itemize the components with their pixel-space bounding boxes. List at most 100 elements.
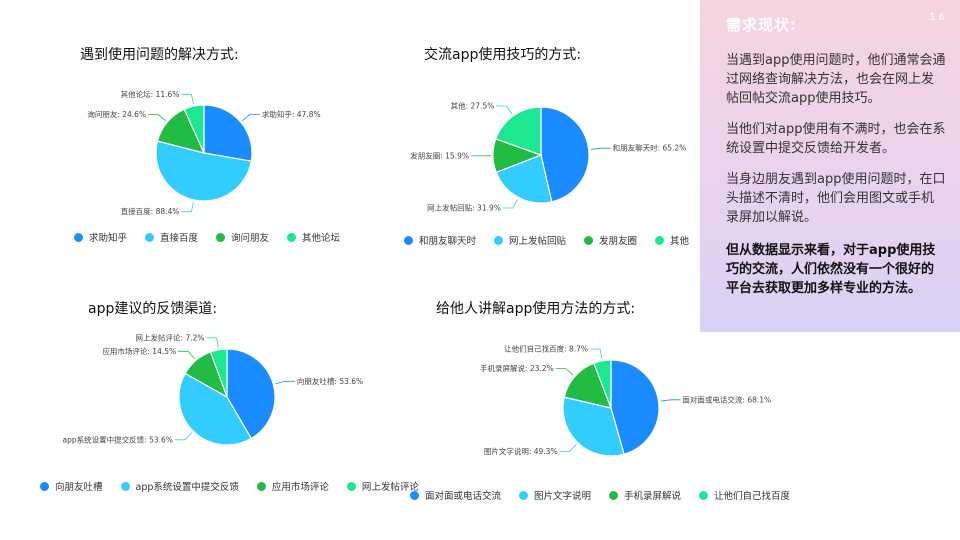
pie-data-label-2-2: 网上发帖回贴: 31.9% [427, 203, 501, 213]
legend-label: 手机录屏解说 [624, 491, 682, 502]
pie-data-label-2-1: 和朋友聊天时: 65.2% [613, 143, 687, 153]
legend-label: 图片文字说明 [534, 491, 592, 502]
chart-1-title: 遇到使用问题的解决方式: [80, 47, 239, 63]
legend-swatch [699, 490, 709, 500]
legend-swatch [74, 232, 83, 242]
chart-4-title: 给他人讲解app使用方法的方式: [436, 301, 636, 317]
legend-swatch [216, 232, 226, 242]
pie-data-label-1-3: 询问朋友: 24.6% [87, 109, 146, 119]
legend-swatch [519, 490, 529, 500]
legend-label: 向朋友吐槽 [55, 482, 103, 493]
legend-swatch [609, 490, 619, 500]
panel-conclusion: 但从数据显示来看，对于app使用技巧的交流，人们依然没有一个很好的平台去获取更加… [726, 243, 936, 296]
pie-leader-line-4-3 [555, 368, 574, 376]
pie-data-label-3-4: 网上发帖评论: 7.2% [136, 332, 205, 342]
pie-leader-line-2-1 [590, 147, 611, 150]
pie-data-label-4-1: 面对面或电话交流: 68.1% [682, 394, 771, 404]
pie-slice-4-4 [593, 359, 612, 409]
pie-slice-4-3 [563, 362, 612, 409]
pie-slice-3-2 [178, 372, 253, 446]
panel-title: 需求现状: [726, 16, 797, 34]
legend-item-3-4: 网上发帖评论 [346, 479, 419, 493]
legend-label: 询问朋友 [231, 233, 270, 244]
legend-item-4-2: 图片文字说明 [519, 488, 591, 502]
legend-item-4-3: 手机录屏解说 [609, 488, 681, 502]
legend-label: 面对面或电话交流 [425, 491, 502, 502]
pie-slice-4-2 [562, 396, 625, 457]
chart-3-title: app建议的反馈渠道: [88, 301, 218, 317]
pie-leader-line-1-3 [148, 114, 166, 122]
panel-paragraph-2: 当他们对app使用有不满时，也会在系统设置中提交反馈给开发者。 [726, 122, 946, 156]
legend-swatch [494, 235, 504, 245]
legend-item-1-4: 其他论坛 [287, 230, 340, 244]
legend-swatch [120, 481, 130, 491]
chart-2-title: 交流app使用技巧的方式: [424, 47, 582, 63]
legend-item-3-2: app系统设置中提交反馈 [120, 479, 239, 493]
pie-slice-3-4 [209, 348, 228, 398]
pie-leader-line-4-4 [590, 348, 603, 359]
pie-data-label-4-3: 手机录屏解说: 23.2% [480, 363, 554, 373]
requirements-status-panel: 需求现状: 16 当遇到app使用问题时，他们通常会通过网络查询解决方法，也会在… [700, 0, 960, 332]
pie-leader-line-2-2 [502, 199, 518, 209]
panel-paragraph-3: 当身边朋友遇到app使用问题时，在口头描述不清时，他们会用图文或手机录屏加以解说… [726, 172, 946, 225]
pie-data-label-2-3: 发朋友圈: 15.9% [410, 150, 469, 160]
pie-leader-line-1-1 [242, 114, 260, 122]
legend-item-4-4: 让他们自己找百度 [699, 488, 790, 502]
legend-chart-3: 向朋友吐槽 app系统设置中提交反馈 应用市场评论 网上发帖评论 [40, 479, 419, 493]
pie-data-label-3-3: 应用市场评论: 14.5% [102, 346, 176, 356]
pie-slice-1-2 [155, 140, 252, 202]
legend-item-1-3: 询问朋友 [216, 230, 269, 244]
legend-swatch [584, 235, 594, 245]
pie-leader-line-4-1 [660, 399, 681, 402]
legend-label: 求助知乎 [89, 233, 128, 244]
pie-leader-line-4-2 [559, 443, 577, 452]
legend-label: 其他论坛 [302, 233, 341, 244]
legend-label: 其他 [670, 236, 690, 247]
legend-item-2-4: 其他 [655, 233, 689, 247]
page-number: 16 [929, 12, 948, 23]
legend-swatch [404, 235, 413, 245]
pie-chart-4: 面对面或电话交流: 68.1% 图片文字说明: 49.3% 手机录屏解说: 23.2… [480, 344, 771, 457]
pie-data-label-3-1: 向朋友吐槽: 53.6% [297, 376, 363, 386]
legend-swatch [410, 490, 419, 500]
legend-label: 发朋友圈 [599, 236, 638, 247]
legend-label: 网上发帖回贴 [509, 236, 567, 247]
legend-swatch [655, 235, 665, 245]
pie-leader-line-3-3 [178, 350, 195, 360]
pie-data-label-1-4: 其他论坛: 11.6% [121, 89, 180, 99]
pie-slice-1-4 [183, 104, 205, 154]
legend-item-3-1: 向朋友吐槽 [40, 479, 103, 493]
legend-item-2-2: 网上发帖回贴 [494, 233, 566, 247]
pie-slice-2-1 [540, 106, 590, 203]
pie-leader-line-3-4 [206, 337, 219, 348]
legend-chart-2: 和朋友聊天时 网上发帖回贴 发朋友圈 其他 [404, 233, 689, 247]
pie-data-label-2-4: 其他: 27.5% [451, 100, 495, 110]
pie-leader-line-3-2 [174, 432, 193, 441]
pie-data-label-1-1: 求助知乎: 47.8% [262, 109, 321, 119]
pie-data-label-3-2: app系统设置中提交反馈: 53.6% [63, 434, 173, 444]
legend-label: app系统设置中提交反馈 [135, 482, 239, 493]
legend-swatch [256, 481, 266, 491]
legend-label: 应用市场评论 [271, 482, 329, 493]
legend-chart-1: 求助知乎 直接百度 询问朋友 其他论坛 [74, 230, 340, 244]
pie-leader-line-3-1 [275, 380, 295, 385]
legend-label: 让他们自己找百度 [714, 491, 791, 502]
legend-swatch [40, 481, 49, 491]
legend-swatch [346, 481, 356, 491]
legend-label: 直接百度 [160, 233, 199, 244]
legend-swatch [145, 232, 155, 242]
pie-data-label-1-2: 直接百度: 88.4% [121, 206, 180, 216]
pie-slice-2-4 [494, 106, 542, 156]
legend-item-2-1: 和朋友聊天时 [404, 233, 476, 247]
pie-chart-1: 求助知乎: 47.8% 直接百度: 88.4% 询问朋友: 24.6% 其他论坛: 1… [87, 89, 320, 216]
legend-item-3-3: 应用市场评论 [256, 479, 329, 493]
panel-paragraph-1: 当遇到app使用问题时，他们通常会通过网络查询解决方法，也会在网上发帖回帖交流a… [726, 53, 946, 106]
legend-chart-4: 面对面或电话交流 图片文字说明 手机录屏解说 让他们自己找百度 [410, 488, 790, 502]
legend-label: 和朋友聊天时 [419, 236, 477, 247]
legend-swatch [287, 232, 297, 242]
legend-item-1-1: 求助知乎 [74, 230, 127, 244]
pie-data-label-4-4: 让他们自己找百度: 8.7% [504, 344, 588, 354]
legend-item-2-3: 发朋友圈 [584, 233, 637, 247]
pie-slice-3-1 [226, 348, 276, 440]
